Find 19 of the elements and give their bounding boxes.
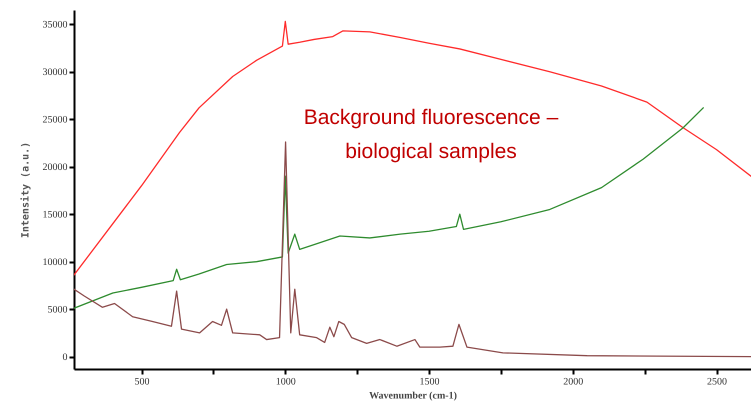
y-tick-label: 35000	[42, 20, 68, 31]
y-tick-label: 25000	[42, 114, 68, 126]
line-series	[74, 141, 751, 358]
x-tick-label: 500	[134, 376, 150, 388]
y-tick-label: 10000	[42, 257, 68, 268]
annotation: Background fluorescence – biological samples	[304, 106, 559, 163]
y-axis-title: Intensity (a.u.)	[20, 142, 32, 238]
x-tick-label: 1000	[276, 376, 296, 388]
x-axis-title: Wavenumber (cm-1)	[369, 390, 457, 402]
y-tick-label: 30000	[42, 67, 68, 78]
x-tick-label: 1500	[420, 376, 440, 388]
line-series	[74, 20, 751, 276]
x-tick-label: 2500	[707, 376, 728, 388]
x-tick-label: 2000	[563, 376, 584, 388]
y-tick-label: 15000	[42, 210, 68, 221]
y-tick-label: 0	[62, 352, 68, 364]
y-tick-label: 5000	[48, 304, 68, 316]
line-series	[74, 107, 704, 309]
y-tick-label: 20000	[42, 162, 68, 174]
